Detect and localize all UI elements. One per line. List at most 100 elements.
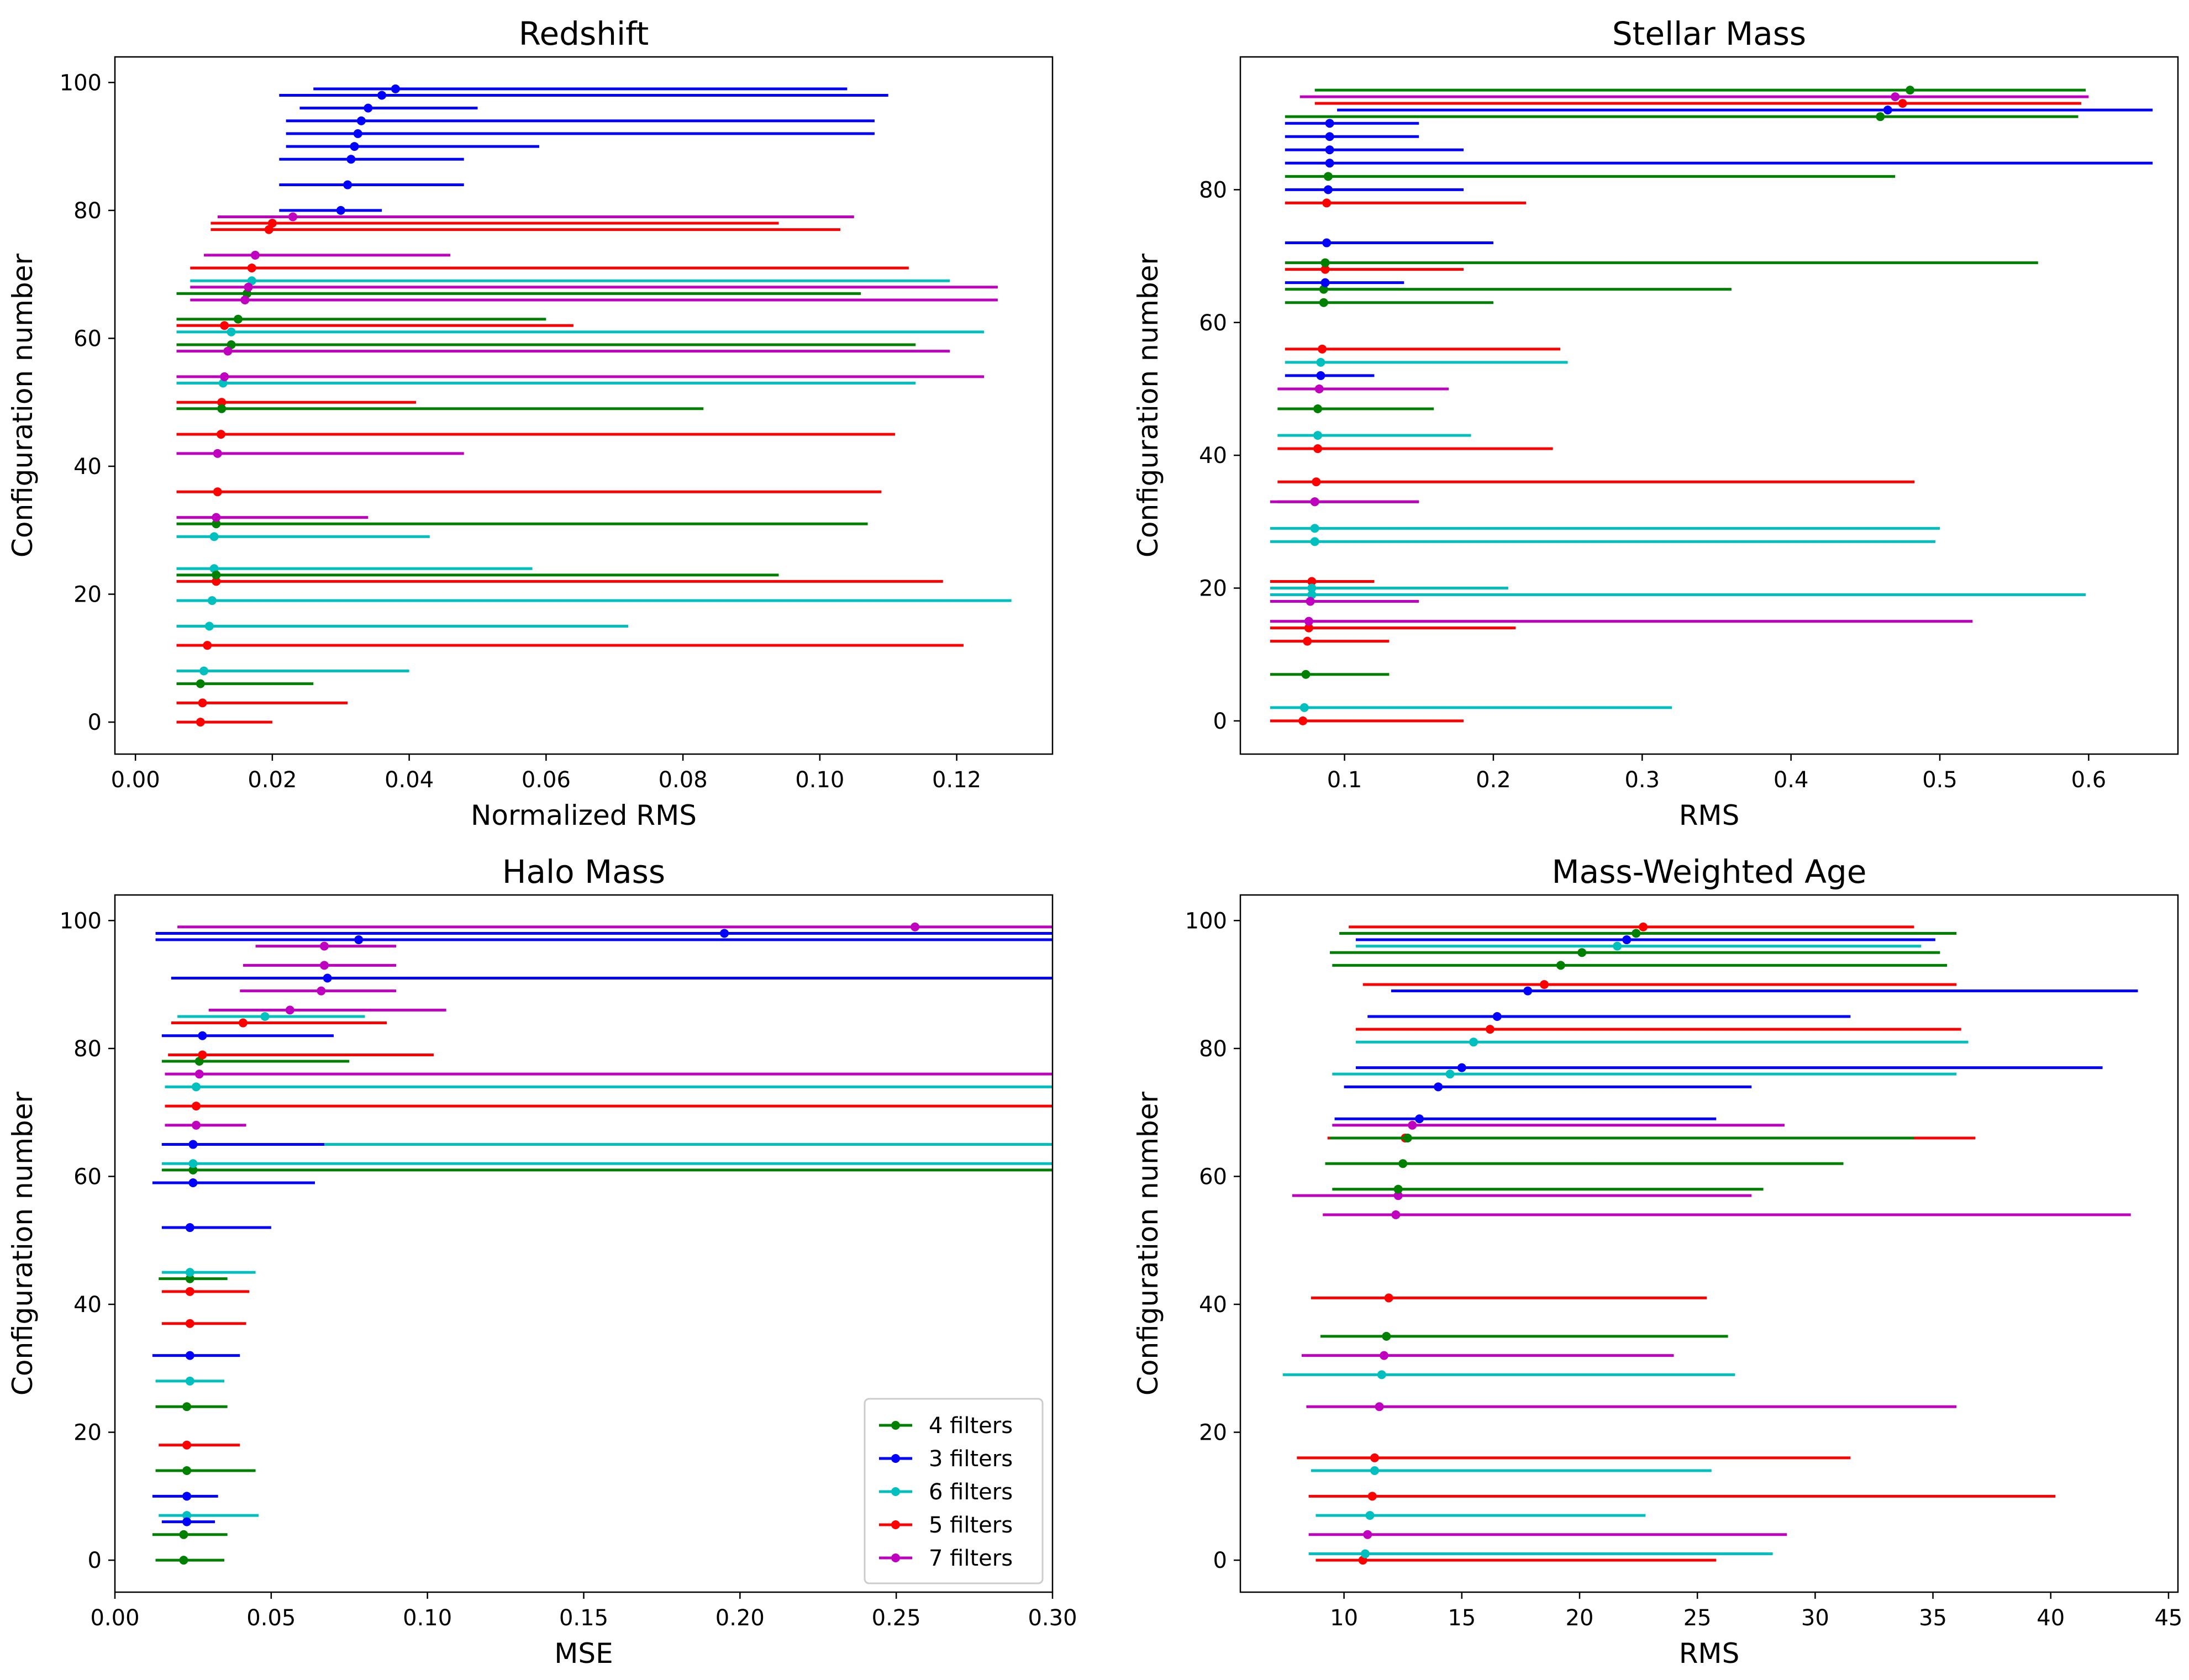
- data-point: [1306, 597, 1315, 606]
- y-tick-label: 40: [73, 1292, 102, 1318]
- data-point: [1312, 477, 1321, 487]
- data-point: [336, 206, 345, 215]
- data-point: [391, 84, 400, 93]
- chart-title: Redshift: [519, 15, 649, 52]
- x-axis-label: Normalized RMS: [471, 799, 697, 831]
- x-tick-label: 10: [1330, 1605, 1358, 1631]
- data-point: [198, 1050, 207, 1060]
- chart-title: Stellar Mass: [1612, 15, 1806, 52]
- x-tick-label: 0.4: [1774, 767, 1809, 793]
- data-point: [1325, 119, 1334, 128]
- legend-marker: [891, 1421, 900, 1430]
- y-tick-label: 60: [73, 326, 102, 351]
- data-point: [288, 212, 298, 222]
- y-tick-label: 80: [1199, 1036, 1227, 1062]
- x-tick-label: 0.25: [872, 1605, 921, 1631]
- chart-title: Mass-Weighted Age: [1552, 853, 1867, 891]
- legend-label: 6 filters: [929, 1479, 1013, 1505]
- y-axis-label: Configuration number: [1132, 253, 1164, 557]
- data-point: [1307, 583, 1317, 593]
- y-axis-label: Configuration number: [7, 253, 39, 557]
- legend-marker: [891, 1454, 900, 1463]
- data-point: [188, 1178, 198, 1188]
- x-tick-label: 35: [1919, 1605, 1947, 1631]
- series-5-filters: [176, 219, 964, 727]
- legend-marker: [891, 1553, 900, 1562]
- data-point: [260, 1012, 270, 1021]
- data-point: [319, 941, 329, 951]
- x-tick-label: 0.3: [1624, 767, 1660, 793]
- data-point: [196, 679, 205, 688]
- y-tick-label: 100: [60, 908, 102, 934]
- data-point: [323, 973, 332, 983]
- y-tick-label: 40: [1199, 443, 1227, 468]
- data-point: [198, 698, 207, 708]
- data-point: [188, 1140, 198, 1149]
- chart-title: Halo Mass: [502, 853, 665, 891]
- data-point: [1445, 1070, 1455, 1079]
- y-axis-label: Configuration number: [1132, 1091, 1164, 1395]
- x-axis-label: RMS: [1679, 799, 1740, 831]
- x-tick-label: 0.10: [403, 1605, 452, 1631]
- x-tick-label: 0.05: [246, 1605, 296, 1631]
- legend-label: 7 filters: [929, 1546, 1013, 1571]
- series-7-filters: [165, 922, 1053, 1130]
- y-tick-label: 80: [73, 198, 102, 224]
- legend-item: 5 filters: [879, 1513, 1013, 1538]
- y-tick-label: 20: [73, 582, 102, 608]
- data-point: [244, 282, 253, 292]
- x-tick-label: 30: [1801, 1605, 1829, 1631]
- x-tick-label: 0.20: [715, 1605, 765, 1631]
- data-point: [188, 1165, 198, 1175]
- data-point: [188, 1159, 198, 1168]
- data-point: [285, 1005, 294, 1015]
- series-3-filters: [279, 84, 888, 215]
- data-point: [1325, 132, 1334, 141]
- x-tick-label: 25: [1683, 1605, 1712, 1631]
- data-point: [203, 641, 212, 650]
- data-point: [1316, 357, 1325, 367]
- data-point: [1325, 145, 1334, 155]
- y-axis-label: Configuration number: [7, 1091, 39, 1395]
- data-point: [212, 513, 221, 522]
- data-point: [185, 1268, 194, 1277]
- data-point: [1540, 980, 1549, 989]
- data-point: [1325, 159, 1334, 168]
- data-point: [185, 1274, 194, 1283]
- data-point: [350, 142, 359, 151]
- data-point: [911, 922, 920, 931]
- series-5-filters: [1270, 99, 2081, 725]
- x-tick-label: 0.30: [1028, 1605, 1077, 1631]
- chart-panel-4: 10 15 20 25 30 35 40 45 0 20 40 60 80 100 Mass-Weighte…: [1132, 853, 2182, 1670]
- data-point: [1457, 1063, 1466, 1072]
- y-tick-label: 20: [1199, 1420, 1227, 1446]
- legend-item: 3 filters: [879, 1446, 1013, 1472]
- data-point: [1323, 185, 1333, 194]
- data-point: [1898, 99, 1907, 108]
- y-tick-label: 0: [88, 710, 102, 735]
- series-3-filters: [1285, 106, 2153, 380]
- data-point: [1891, 92, 1900, 102]
- plot-area: [176, 84, 1012, 727]
- series-4-filters: [152, 1057, 1053, 1565]
- x-tick-label: 0.15: [559, 1605, 608, 1631]
- data-point: [209, 532, 219, 541]
- data-point: [185, 1351, 194, 1360]
- data-point: [1310, 497, 1319, 507]
- y-tick-label: 0: [1213, 709, 1227, 734]
- data-point: [179, 1530, 188, 1539]
- data-point: [1304, 617, 1313, 626]
- data-point: [1363, 1530, 1372, 1539]
- data-point: [182, 1402, 192, 1412]
- data-point: [250, 250, 260, 260]
- data-point: [1370, 1453, 1380, 1462]
- data-point: [343, 180, 352, 189]
- data-point: [1403, 1133, 1412, 1142]
- legend-item: 6 filters: [879, 1479, 1013, 1505]
- data-point: [1322, 198, 1332, 208]
- y-tick-label: 60: [1199, 1164, 1227, 1189]
- legend-item: 4 filters: [879, 1413, 1013, 1439]
- data-point: [185, 1287, 194, 1296]
- data-point: [212, 519, 221, 529]
